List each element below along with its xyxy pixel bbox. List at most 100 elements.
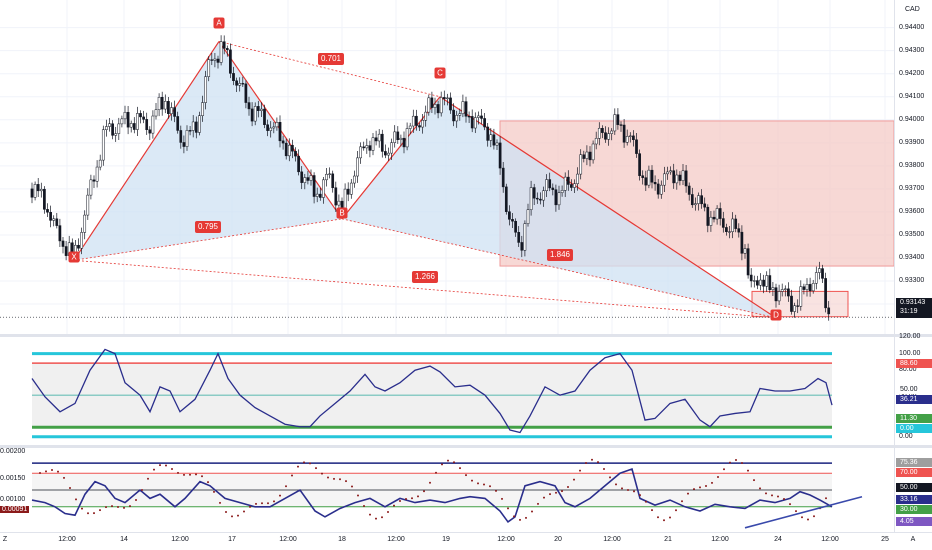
- candle-body: [229, 49, 232, 74]
- osc-dot: [147, 477, 149, 480]
- osc-dot: [399, 500, 401, 503]
- candle-body: [526, 209, 530, 224]
- oscillator-chart[interactable]: [0, 448, 894, 532]
- osc-dot: [603, 467, 605, 470]
- candle-body: [294, 150, 297, 157]
- price-chart[interactable]: [0, 0, 894, 334]
- osc-dot: [303, 461, 305, 464]
- osc-dot: [477, 482, 479, 485]
- stochastic-pane[interactable]: [0, 337, 894, 445]
- stochastic-axis[interactable]: 120.00 100.00 80.00 50.00 0.00 88.60 50.00 3…: [894, 333, 932, 445]
- candle-body: [539, 198, 542, 201]
- candle-body: [690, 194, 694, 206]
- price-chart-pane[interactable]: X A B C D 0.701 0.795 1.846 1.266: [0, 0, 894, 334]
- candle-body: [622, 124, 626, 143]
- osc-dot: [705, 485, 707, 488]
- time-axis-right-marker[interactable]: A: [910, 536, 916, 543]
- osc-dot: [171, 468, 173, 471]
- candle-body: [126, 111, 130, 128]
- pane-separator[interactable]: [0, 445, 932, 448]
- candle-body: [207, 59, 211, 77]
- candle-body: [672, 170, 676, 184]
- pane-separator[interactable]: [0, 334, 932, 337]
- osc-dot: [597, 461, 599, 464]
- osc-dot: [771, 494, 773, 497]
- stoch-tick-label: 80.00: [899, 366, 917, 374]
- price-tick-label: 0.93700: [899, 184, 925, 192]
- candle-body: [576, 173, 579, 184]
- candle-body: [399, 137, 403, 140]
- candle-body: [222, 41, 226, 49]
- time-tick-label: 12:00: [603, 536, 621, 543]
- candle-body: [768, 275, 772, 290]
- osc-dot: [531, 510, 533, 513]
- osc-dot: [141, 489, 143, 492]
- candle-body: [824, 278, 827, 309]
- time-tick-label: 12:00: [58, 536, 76, 543]
- time-axis[interactable]: Z 12:00 14 12:00 17 12:00 18 12:00 19 12:00 20 12:…: [0, 532, 932, 550]
- oscillator-axis[interactable]: 75.36 70.00 50.00 33.16 30.00 4.05: [894, 448, 932, 532]
- osc-dot: [69, 487, 71, 490]
- osc-dot: [45, 470, 47, 473]
- candle-body: [33, 184, 37, 198]
- candle-body: [250, 108, 254, 122]
- osc-dot: [423, 490, 425, 493]
- price-axis[interactable]: CAD 0.94400 0.94300 0.94200 0.94100 0.94000 0…: [894, 0, 932, 334]
- osc-dot: [657, 516, 659, 519]
- candle-body: [706, 206, 710, 226]
- candle-body: [284, 142, 288, 157]
- candle-body: [58, 225, 62, 242]
- stochastic-chart[interactable]: [0, 337, 894, 445]
- candle-body: [455, 115, 459, 122]
- candle-body: [464, 101, 468, 117]
- candle-body: [802, 286, 806, 290]
- osc-dot: [747, 469, 749, 472]
- candle-body: [80, 232, 83, 249]
- osc-dot: [579, 469, 581, 472]
- osc-dot: [201, 475, 203, 478]
- candle-body: [52, 218, 56, 221]
- candle-body: [787, 288, 790, 297]
- stoch-tick-label: 100.00: [899, 349, 921, 357]
- oscillator-pane[interactable]: 0.00200 0.00150 0.00100 0.00091: [0, 448, 894, 532]
- candle-body: [470, 116, 474, 129]
- candle-body: [201, 102, 204, 116]
- osc-dot: [165, 464, 167, 467]
- osc-dot: [507, 507, 509, 510]
- candle-body: [520, 242, 524, 251]
- ratio-label-xb: 0.795: [194, 221, 222, 233]
- candle-body: [597, 128, 601, 139]
- osc-dot: [465, 474, 467, 477]
- candle-body: [393, 131, 397, 143]
- candle-body: [154, 109, 158, 117]
- candle-body: [269, 127, 273, 131]
- osc-tag-1: 75.36: [896, 458, 932, 467]
- candle-body: [585, 151, 589, 159]
- candle-body: [247, 102, 251, 110]
- candle-body: [374, 137, 378, 142]
- candle-body: [390, 142, 393, 154]
- osc-dot: [93, 512, 95, 515]
- osc-dot: [699, 486, 701, 489]
- osc-dot: [711, 481, 713, 484]
- candle-body: [148, 129, 152, 134]
- osc-dot: [825, 497, 827, 500]
- price-tick-label: 0.94200: [899, 69, 925, 77]
- osc-dot: [309, 462, 311, 465]
- candle-body: [232, 73, 235, 81]
- osc-dot: [615, 483, 617, 486]
- candle-body: [306, 177, 310, 181]
- osc-dot: [675, 509, 677, 512]
- candle-body: [613, 114, 617, 132]
- candle-body: [334, 187, 338, 206]
- candle-body: [185, 130, 189, 147]
- candle-body: [570, 184, 573, 188]
- candle-body: [604, 132, 607, 140]
- candle-body: [371, 137, 375, 151]
- price-tick-label: 0.93400: [899, 253, 925, 261]
- osc-dot: [435, 471, 437, 474]
- time-axis-left-marker[interactable]: Z: [2, 536, 8, 543]
- currency-label: CAD: [905, 6, 920, 13]
- candle-body: [542, 190, 545, 201]
- candle-body: [179, 130, 183, 143]
